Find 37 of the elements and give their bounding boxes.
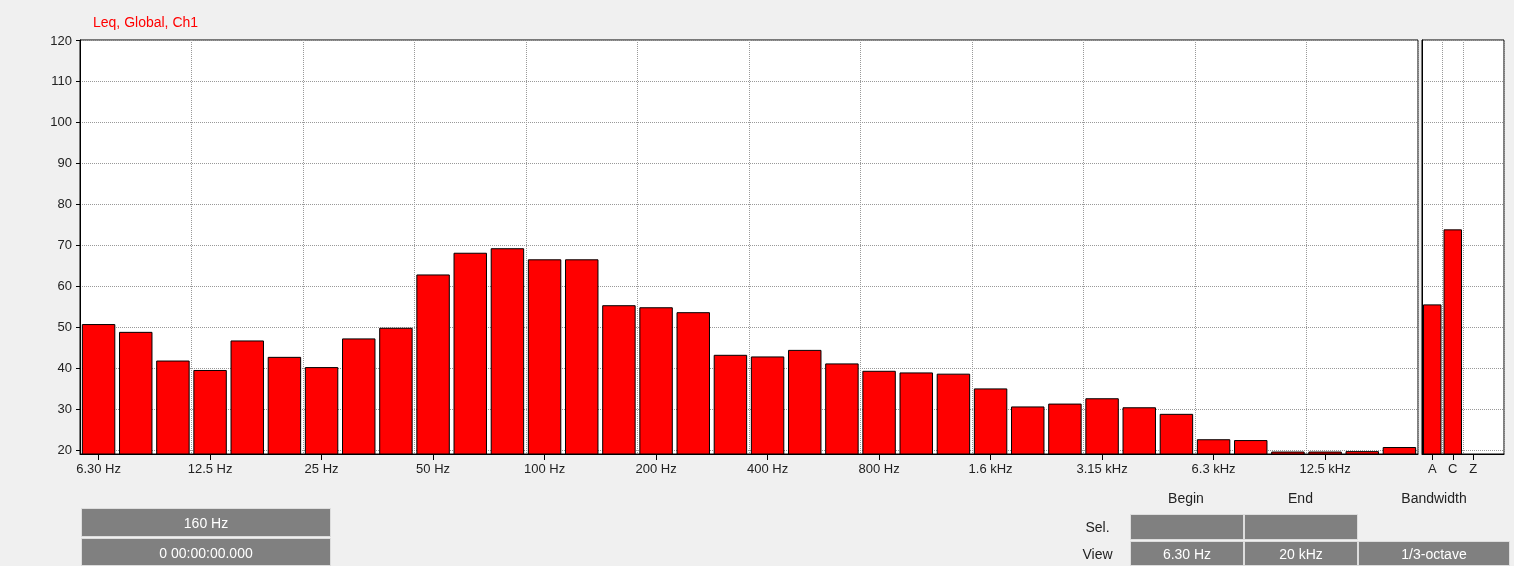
y-tick-label: 90 bbox=[57, 155, 72, 171]
x-tick-label: 3.15 kHz bbox=[1076, 461, 1128, 476]
text: 0 00:00:00.000 bbox=[81, 538, 331, 566]
x-tick-label: 1.6 kHz bbox=[968, 461, 1013, 476]
y-tick-label: 80 bbox=[57, 196, 72, 212]
x-tick-label: 400 Hz bbox=[746, 461, 789, 476]
y-tick-label: 30 bbox=[57, 401, 72, 417]
chart-title: Leq, Global, Ch1 bbox=[93, 14, 199, 30]
x-tick-label: C bbox=[1448, 461, 1458, 476]
x-tick-label: 800 Hz bbox=[858, 461, 900, 476]
x-tick-label: 200 Hz bbox=[635, 461, 677, 476]
y-tick-label: 100 bbox=[50, 114, 72, 130]
y-tick-label: 50 bbox=[57, 319, 72, 335]
text: 1/3-octave bbox=[1358, 541, 1510, 566]
text: End bbox=[1287, 489, 1314, 507]
y-tick-label: 40 bbox=[57, 360, 72, 376]
text: Bandwidth bbox=[1400, 489, 1468, 507]
text: 20 kHz bbox=[1244, 541, 1358, 566]
text: View bbox=[1081, 545, 1114, 563]
text: Begin bbox=[1167, 489, 1205, 507]
text: 6.30 Hz bbox=[1130, 541, 1244, 566]
x-tick-label: 6.3 kHz bbox=[1191, 461, 1236, 476]
y-tick-label: 60 bbox=[57, 278, 72, 294]
x-tick-label: 25 Hz bbox=[304, 461, 339, 476]
y-tick-label: 120 bbox=[50, 32, 72, 48]
x-tick-label: 100 Hz bbox=[523, 461, 566, 476]
y-tick-label: 110 bbox=[51, 73, 72, 89]
x-tick-label: 12.5 kHz bbox=[1299, 461, 1351, 476]
x-tick-label: A bbox=[1427, 461, 1437, 476]
y-tick-label: 70 bbox=[57, 237, 72, 253]
x-tick-label: 12.5 Hz bbox=[187, 461, 233, 476]
y-tick-label: 20 bbox=[57, 442, 72, 458]
text: 160 Hz bbox=[81, 508, 331, 537]
x-tick-label: Z bbox=[1469, 461, 1478, 476]
x-tick-label: 50 Hz bbox=[416, 461, 451, 476]
x-tick-label: 6.30 Hz bbox=[76, 461, 121, 476]
text: Sel. bbox=[1084, 518, 1111, 536]
